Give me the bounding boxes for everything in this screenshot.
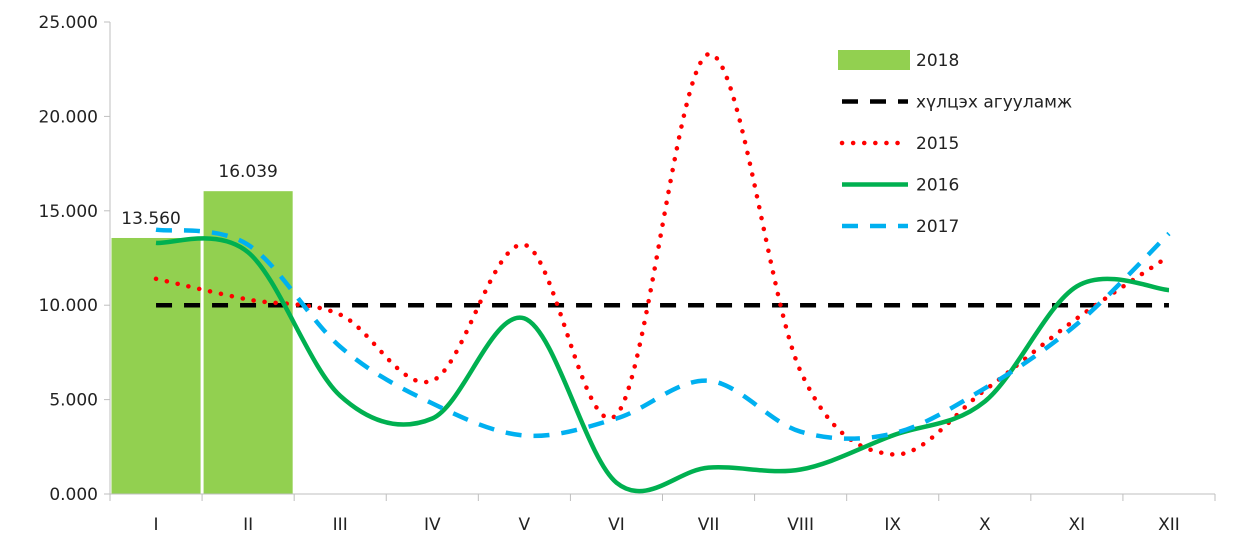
legend-label: 2015	[916, 134, 959, 154]
x-tick-label: XI	[1069, 515, 1086, 535]
lines-layer	[153, 51, 1172, 494]
legend-label: 2017	[916, 217, 959, 237]
y-tick-label: 0.000	[49, 485, 98, 505]
labels-layer: 13.560 16.039	[121, 162, 278, 229]
bar-I	[111, 237, 201, 495]
legend-label: хүлцэх агууламж	[916, 93, 1072, 113]
x-tick-label: VII	[698, 515, 720, 535]
bar-data-label: 13.560	[121, 209, 180, 229]
legend-layer: 2018 хүлцэх агууламж 2015 2016 2017	[838, 50, 1072, 237]
x-tick-label: VIII	[787, 515, 814, 535]
legend-label: 2018	[916, 51, 959, 71]
x-tick-label: VI	[608, 515, 625, 535]
x-tick-label: X	[979, 515, 991, 535]
x-tick-label: XII	[1158, 515, 1180, 535]
y-tick-label: 10.000	[39, 296, 98, 316]
bar-data-label: 16.039	[218, 162, 277, 182]
y-tick-label: 25.000	[39, 13, 98, 33]
y-tick-label: 15.000	[39, 202, 98, 222]
y-tick-label: 5.000	[49, 391, 98, 411]
x-tick-label: V	[519, 515, 531, 535]
series-line-2017	[155, 227, 1171, 441]
series-line-2015	[153, 51, 1172, 457]
x-tick-label: IV	[424, 515, 441, 535]
x-tick-label: I	[154, 515, 159, 535]
legend-swatch	[838, 50, 910, 70]
bar-II	[203, 191, 293, 494]
x-tick-label: II	[243, 515, 253, 535]
legend-label: 2016	[916, 176, 959, 196]
x-tick-label: IX	[884, 515, 901, 535]
y-tick-label: 20.000	[39, 107, 98, 127]
series-line-2016	[155, 236, 1170, 494]
x-tick-label: III	[333, 515, 348, 535]
